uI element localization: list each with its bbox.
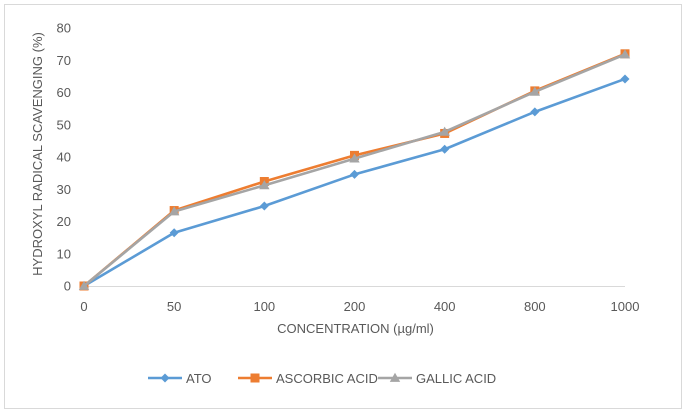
data-point-marker	[259, 201, 269, 211]
x-tick-label: 1000	[611, 299, 640, 314]
chart-frame	[4, 4, 682, 409]
data-point-marker	[439, 126, 450, 136]
data-point-marker	[259, 180, 270, 190]
y-axis-title: HYDROXYL RADICAL SCAVENGING (%)	[30, 32, 45, 276]
x-tick-label: 100	[253, 299, 275, 314]
legend-item: GALLIC ACID	[378, 371, 496, 386]
legend: ATO ASCORBIC ACID GALLIC ACID	[148, 371, 496, 386]
legend-label: GALLIC ACID	[416, 371, 496, 386]
x-tick-label: 0	[80, 299, 87, 314]
y-tick-label: 30	[57, 182, 71, 197]
data-point-marker	[440, 144, 450, 154]
legend-marker	[160, 373, 170, 383]
series-ato	[79, 74, 630, 291]
x-tick-label: 400	[434, 299, 456, 314]
y-tick-label: 50	[57, 117, 71, 132]
legend-marker	[250, 373, 260, 383]
series-line	[83, 77, 626, 288]
legend-marker	[389, 372, 401, 382]
data-point-marker	[169, 228, 179, 238]
y-tick-label: 70	[57, 53, 71, 68]
legend-label: ASCORBIC ACID	[276, 371, 378, 386]
data-point-marker	[529, 86, 541, 96]
x-axis-title: CONCENTRATION (µg/ml)	[277, 321, 434, 336]
x-tick-label: 800	[524, 299, 546, 314]
y-tick-label: 80	[57, 21, 71, 36]
x-tick-label: 200	[344, 299, 366, 314]
x-tick-label: 50	[167, 299, 181, 314]
data-point-marker	[620, 74, 630, 84]
data-point-marker	[530, 107, 540, 117]
y-tick-label: 0	[64, 279, 71, 294]
data-point-marker	[168, 206, 180, 216]
series-layer	[78, 49, 631, 291]
legend-label: ATO	[186, 371, 212, 386]
data-point-marker	[349, 153, 360, 163]
y-axis-ticks: 0 10 20 30 40 50 60 70 80	[57, 21, 71, 294]
legend-item: ASCORBIC ACID	[238, 371, 378, 386]
data-point-marker	[350, 169, 359, 179]
legend-item: ATO	[148, 371, 212, 386]
y-tick-label: 20	[57, 214, 71, 229]
data-point-marker	[78, 280, 90, 290]
y-tick-label: 10	[57, 246, 71, 261]
y-tick-label: 60	[57, 85, 71, 100]
x-axis-ticks: 0 50 100 200 400 800 1000	[80, 299, 639, 314]
series-gallic-acid	[78, 49, 631, 290]
data-point-marker	[619, 49, 631, 59]
y-tick-label: 40	[57, 150, 71, 165]
